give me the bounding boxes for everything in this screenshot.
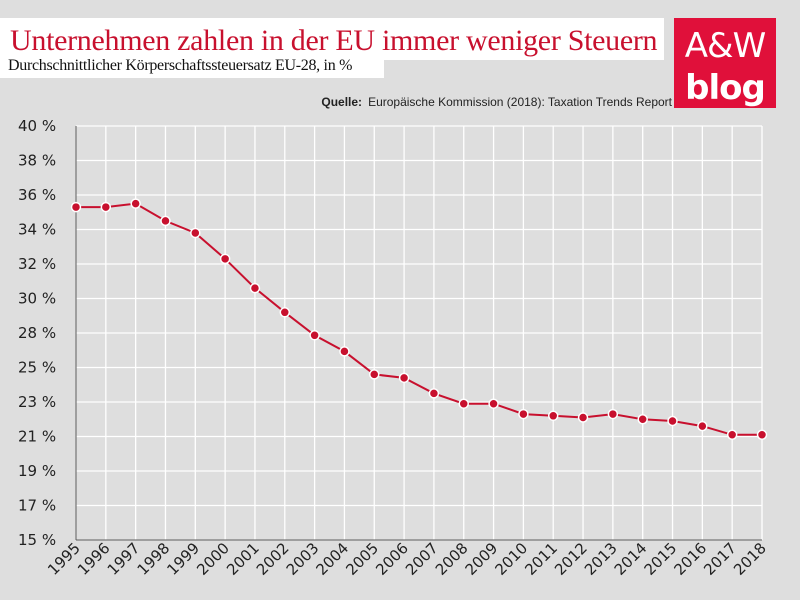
data-point (160, 215, 171, 227)
data-point (726, 429, 738, 441)
aw-blog-logo[interactable]: A&W blog (674, 18, 776, 108)
logo-line-blog: blog (685, 68, 766, 108)
data-point (339, 346, 350, 357)
source-text: Europäische Kommission (2018): Taxation … (368, 95, 672, 109)
x-tick-label: 2007 (402, 539, 442, 579)
source-label: Quelle: (321, 95, 363, 109)
chart-subtitle: Durchschnittlicher Körperschaftssteuersa… (8, 57, 353, 74)
data-point (667, 415, 678, 427)
logo-line-aw: A&W (684, 26, 766, 66)
data-point (130, 198, 141, 209)
x-tick-label: 1997 (104, 539, 144, 579)
data-point (458, 398, 469, 409)
y-tick-label: 38 % (18, 152, 56, 170)
y-tick-label: 23 % (18, 393, 56, 411)
data-point (488, 398, 499, 409)
x-tick-label: 2006 (372, 539, 412, 579)
x-tick-label: 2016 (670, 539, 710, 579)
x-tick-label: 1999 (163, 539, 203, 579)
data-point (70, 201, 82, 213)
source-note: Quelle: Europäische Kommission (2018): Ta… (321, 95, 672, 109)
y-tick-label: 19 % (18, 462, 56, 480)
data-point (577, 412, 589, 423)
y-tick-label: 21 % (18, 428, 56, 446)
x-tick-label: 2001 (223, 539, 263, 579)
data-point (100, 201, 112, 213)
data-point (756, 429, 768, 441)
x-tick-label: 2018 (730, 539, 770, 579)
data-point (369, 369, 380, 380)
x-tick-label: 2004 (313, 539, 353, 579)
data-point (249, 282, 261, 294)
x-tick-label: 2009 (462, 539, 502, 579)
data-point (219, 253, 231, 265)
x-tick-label: 1998 (134, 539, 174, 579)
x-tick-label: 2011 (521, 539, 561, 579)
x-tick-label: 2000 (193, 539, 233, 579)
y-tick-label: 40 % (18, 117, 56, 135)
x-tick-label: 2013 (581, 539, 621, 579)
x-tick-label: 2012 (551, 539, 591, 579)
y-tick-label: 32 % (18, 255, 56, 273)
data-point (428, 388, 440, 399)
x-tick-label: 2015 (641, 539, 681, 579)
chart-title: Unternehmen zahlen in der EU immer wenig… (10, 24, 658, 57)
data-point (279, 307, 291, 318)
y-tick-label: 28 % (18, 324, 56, 342)
x-tick-label: 2017 (700, 539, 740, 579)
x-tick-label: 2014 (611, 539, 651, 579)
x-tick-label: 2008 (432, 539, 472, 579)
data-point (190, 227, 201, 239)
y-tick-label: 34 % (18, 221, 56, 239)
subtitle-background (0, 56, 384, 78)
data-point (398, 372, 410, 384)
series-line (76, 202, 762, 436)
y-tick-label: 15 % (18, 531, 56, 549)
y-tick-label: 30 % (18, 290, 56, 308)
y-tick-label: 17 % (18, 497, 56, 515)
x-tick-label: 2010 (491, 539, 531, 579)
y-tick-label: 36 % (18, 186, 56, 204)
data-point (547, 410, 559, 422)
y-tick-label: 25 % (18, 359, 56, 377)
data-point (637, 414, 648, 425)
x-tick-label: 2002 (253, 539, 293, 579)
data-point (518, 408, 529, 420)
x-tick-label: 1996 (74, 539, 114, 579)
data-point (607, 408, 619, 420)
title-background (0, 18, 664, 60)
x-tick-label: 2005 (342, 539, 382, 579)
x-tick-label: 2003 (283, 539, 323, 579)
data-point (309, 330, 320, 341)
data-point (697, 420, 708, 432)
